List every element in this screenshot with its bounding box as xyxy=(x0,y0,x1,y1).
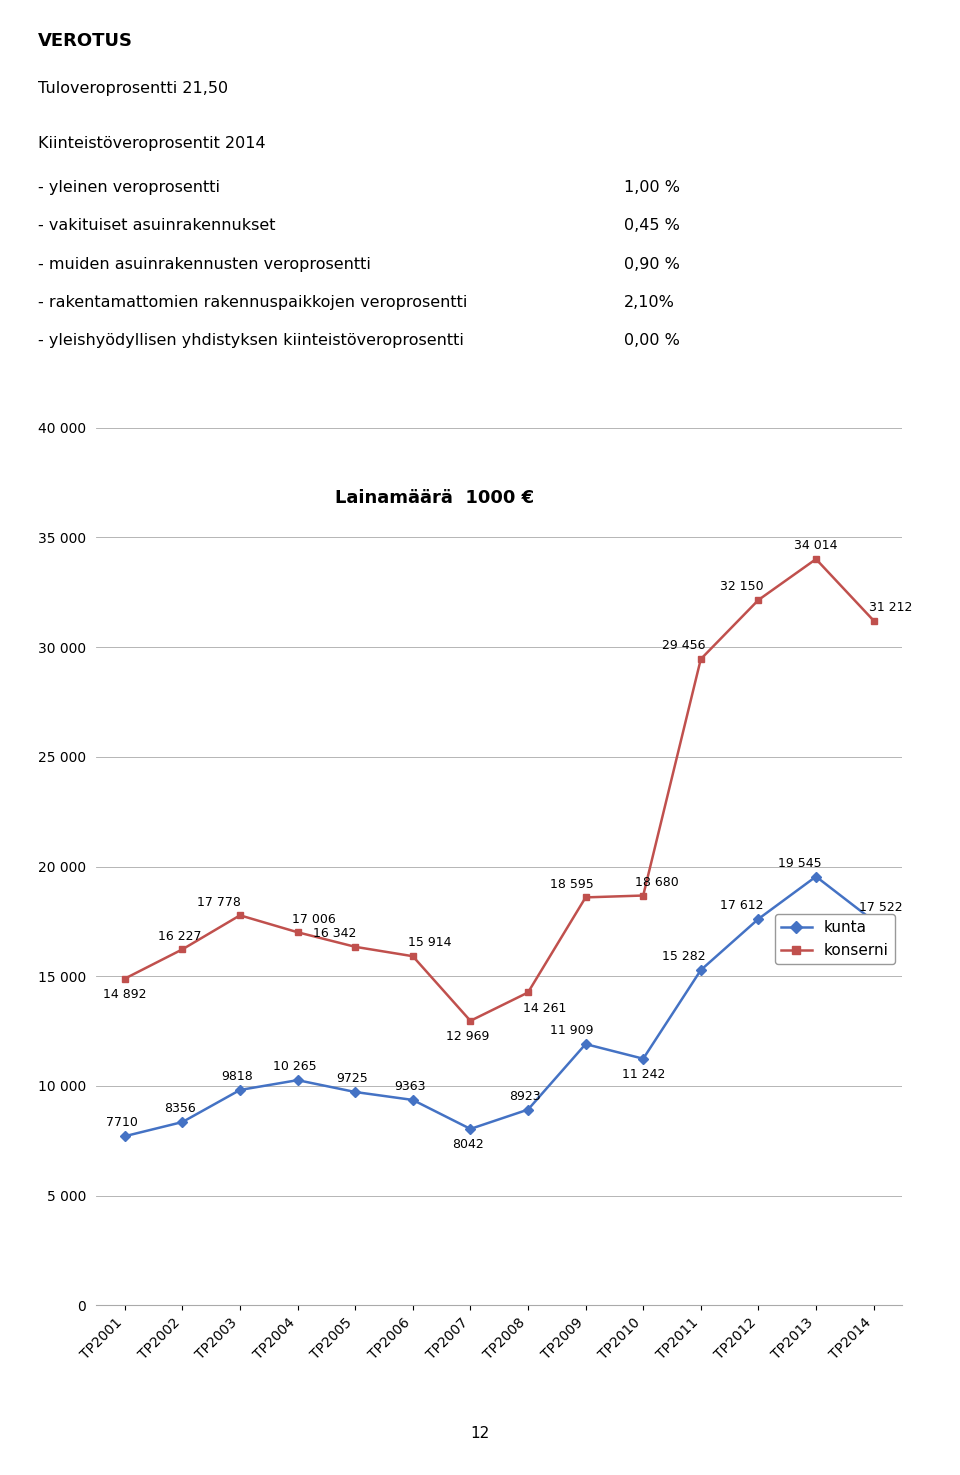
Text: 11 909: 11 909 xyxy=(550,1024,593,1037)
Text: 9363: 9363 xyxy=(395,1080,426,1093)
Text: 8356: 8356 xyxy=(164,1102,196,1115)
Text: 0,00 %: 0,00 % xyxy=(624,333,680,348)
Text: 14 892: 14 892 xyxy=(103,988,147,1002)
Text: 8042: 8042 xyxy=(452,1139,484,1152)
Text: 15 282: 15 282 xyxy=(662,950,706,963)
Text: Tuloveroprosentti 21,50: Tuloveroprosentti 21,50 xyxy=(38,81,228,96)
Text: 18 680: 18 680 xyxy=(636,876,679,889)
Text: 19 545: 19 545 xyxy=(778,857,821,870)
Text: 8923: 8923 xyxy=(510,1090,541,1103)
Text: 16 342: 16 342 xyxy=(313,928,356,940)
Text: 12 969: 12 969 xyxy=(446,1030,490,1043)
Text: 15 914: 15 914 xyxy=(408,937,451,950)
Text: - vakituiset asuinrakennukset: - vakituiset asuinrakennukset xyxy=(38,218,276,233)
Text: 10 265: 10 265 xyxy=(273,1061,317,1074)
Text: - yleinen veroprosentti: - yleinen veroprosentti xyxy=(38,180,221,195)
Text: Lainamäärä  1000 €: Lainamäärä 1000 € xyxy=(335,490,535,507)
Text: 31 212: 31 212 xyxy=(869,600,912,614)
Text: 18 595: 18 595 xyxy=(550,878,593,891)
Text: 34 014: 34 014 xyxy=(794,540,838,552)
Text: 16 227: 16 227 xyxy=(157,929,202,943)
Text: 9725: 9725 xyxy=(337,1072,369,1086)
Text: 17 006: 17 006 xyxy=(293,913,336,925)
Text: VEROTUS: VEROTUS xyxy=(38,32,133,50)
Text: 17 522: 17 522 xyxy=(859,901,902,914)
Text: 32 150: 32 150 xyxy=(720,580,763,593)
Text: 0,45 %: 0,45 % xyxy=(624,218,680,233)
Text: 0,90 %: 0,90 % xyxy=(624,257,680,271)
Text: 29 456: 29 456 xyxy=(662,639,706,652)
Text: - muiden asuinrakennusten veroprosentti: - muiden asuinrakennusten veroprosentti xyxy=(38,257,372,271)
Text: 17 778: 17 778 xyxy=(197,895,241,909)
Text: - yleishyödyllisen yhdistyksen kiinteistöveroprosentti: - yleishyödyllisen yhdistyksen kiinteist… xyxy=(38,333,465,348)
Text: Kiinteistöveroprosentit 2014: Kiinteistöveroprosentit 2014 xyxy=(38,136,266,150)
Text: 14 261: 14 261 xyxy=(523,1002,566,1015)
Text: 1,00 %: 1,00 % xyxy=(624,180,680,195)
Text: 12: 12 xyxy=(470,1426,490,1441)
Legend: kunta, konserni: kunta, konserni xyxy=(775,914,895,965)
Text: 2,10%: 2,10% xyxy=(624,295,675,310)
Text: 17 612: 17 612 xyxy=(720,900,763,912)
Text: 11 242: 11 242 xyxy=(621,1068,665,1081)
Text: - rakentamattomien rakennuspaikkojen veroprosentti: - rakentamattomien rakennuspaikkojen ver… xyxy=(38,295,468,310)
Text: 7710: 7710 xyxy=(107,1117,138,1130)
Text: 9818: 9818 xyxy=(222,1071,253,1083)
